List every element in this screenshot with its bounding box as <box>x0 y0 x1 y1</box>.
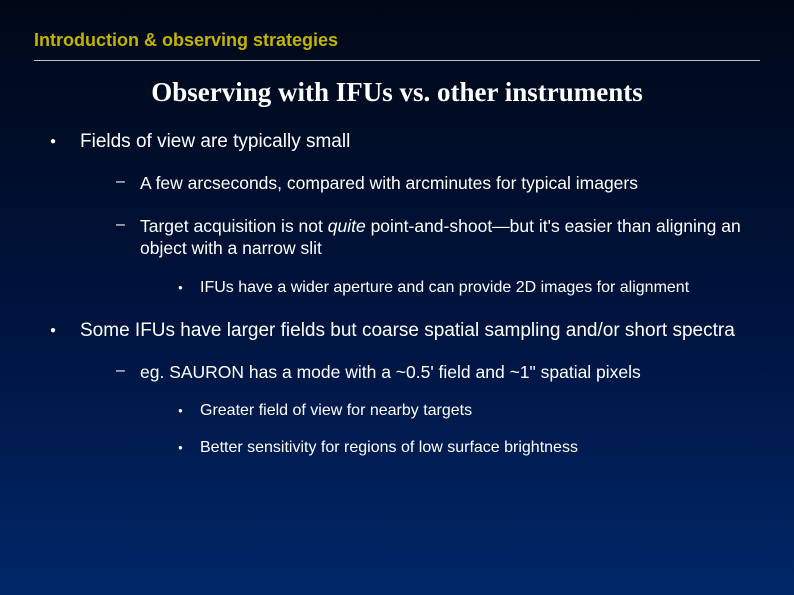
bullet-text: Greater field of view for nearby targets <box>200 402 472 419</box>
bullet-text-pre: Target acquisition is not <box>140 216 328 236</box>
bullet-text: Some IFUs have larger fields but coarse … <box>80 320 735 341</box>
bullet-text: Fields of view are typically small <box>80 131 350 152</box>
bullet-lvl3: IFUs have a wider aperture and can provi… <box>178 278 764 299</box>
header-text: Introduction & observing strategies <box>34 30 760 51</box>
bullet-lvl3: Better sensitivity for regions of low su… <box>178 438 764 459</box>
bullet-lvl2: eg. SAURON has a mode with a ~0.5' field… <box>116 361 794 459</box>
bullet-text: IFUs have a wider aperture and can provi… <box>200 279 689 296</box>
bullet-lvl3: Greater field of view for nearby targets <box>178 401 764 422</box>
header-rule <box>34 60 760 61</box>
bullet-text: Better sensitivity for regions of low su… <box>200 439 578 456</box>
bullet-text: eg. SAURON has a mode with a ~0.5' field… <box>140 362 641 382</box>
bullet-text: A few arcseconds, compared with arcminut… <box>140 173 638 193</box>
bullet-lvl2: Target acquisition is not quite point-an… <box>116 215 794 299</box>
slide-title: Observing with IFUs vs. other instrument… <box>0 77 794 108</box>
bullet-text-em: quite <box>328 216 366 236</box>
bullet-lvl1: Fields of view are typically small A few… <box>50 130 794 299</box>
slide-header: Introduction & observing strategies <box>0 0 794 57</box>
slide-content: Fields of view are typically small A few… <box>0 108 794 459</box>
bullet-lvl1: Some IFUs have larger fields but coarse … <box>50 319 794 459</box>
bullet-lvl2: A few arcseconds, compared with arcminut… <box>116 172 794 195</box>
